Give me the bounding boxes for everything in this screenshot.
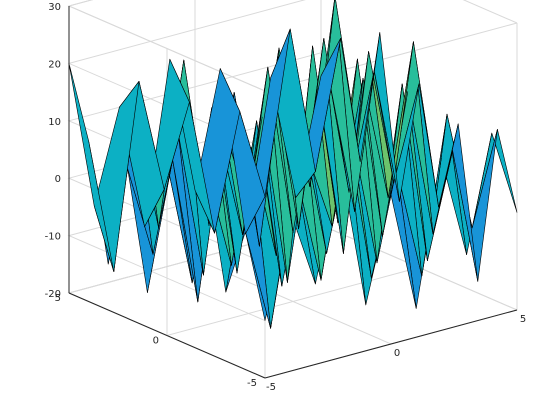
z-tick-label: 20 xyxy=(48,59,61,70)
z-tick-label: -20 xyxy=(45,289,61,300)
surface xyxy=(68,0,518,329)
z-tick-label: -10 xyxy=(45,232,61,243)
box-edge xyxy=(264,22,518,92)
x-tick-label: -5 xyxy=(266,382,276,393)
z-tick-label: 10 xyxy=(48,117,61,128)
x-tick-label: 5 xyxy=(520,314,526,325)
y-tick-label: 0 xyxy=(153,336,159,347)
y-tick-label: -5 xyxy=(247,378,257,389)
z-tick-label: 0 xyxy=(55,174,61,185)
box-edge xyxy=(462,0,518,24)
y-tick-label: 5 xyxy=(55,293,61,304)
x-tick-label: 0 xyxy=(394,348,400,359)
axis-line xyxy=(264,309,518,379)
surface-facet xyxy=(68,63,115,273)
axis-line xyxy=(68,292,266,379)
axes-lines xyxy=(68,6,518,379)
z-tick-label: 30 xyxy=(48,2,61,13)
